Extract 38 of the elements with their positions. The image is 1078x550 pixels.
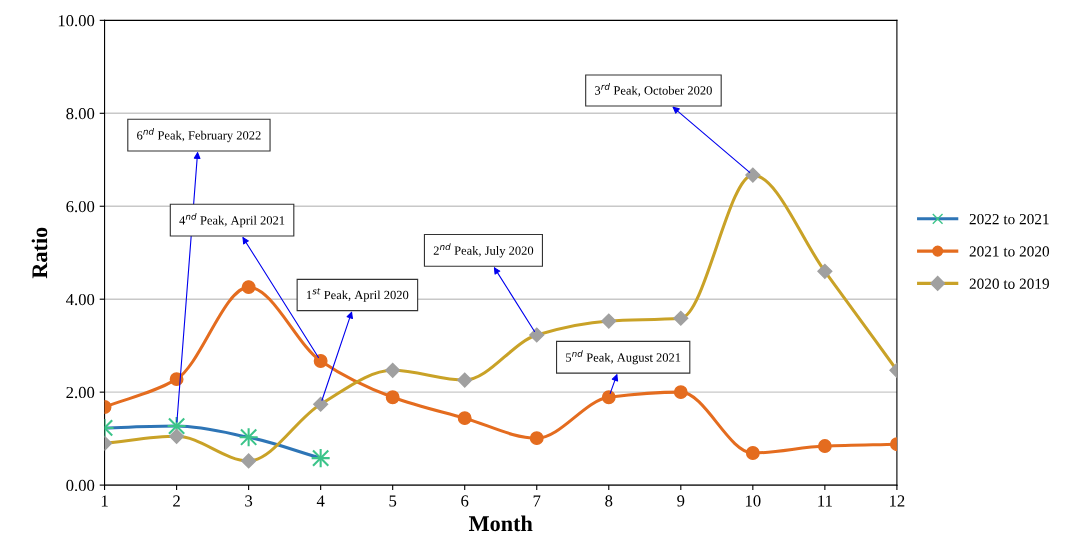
x-tick-label: 1 [101, 495, 108, 507]
y-tick-label: 8.00 [66, 108, 95, 120]
annotation: 3$^{rd}$ Peak, October 2020 [595, 83, 712, 97]
annotation: 1$^{st}$ Peak, April 2020 [306, 288, 409, 302]
point [817, 439, 832, 454]
x-tick-label: 4 [316, 495, 325, 507]
x-tick-label: 5 [389, 495, 397, 507]
legend-label: 2020 to 2019 [969, 278, 1049, 289]
annotation: 2$^{nd}$ Peak, July 2020 [433, 243, 534, 258]
annotation: 5$^{nd}$ Peak, August 2021 [566, 350, 681, 365]
annotation: 6$^{nd}$ Peak, February 2022 [137, 128, 261, 143]
x-tick-label: 6 [461, 495, 469, 507]
legend-label: 2021 to 2020 [969, 246, 1050, 257]
y-tick-label: 10.00 [58, 15, 95, 27]
y-tick-label: 6.00 [66, 200, 95, 213]
point [385, 390, 400, 405]
x-tick-label: 12 [890, 495, 905, 507]
x-tick-label: 2 [173, 495, 180, 507]
point [745, 446, 760, 460]
point [673, 385, 688, 400]
annotation: 4$^{nd}$ Peak, April 2021 [179, 213, 285, 228]
point [457, 411, 472, 426]
x-tick-label: 8 [605, 495, 613, 507]
x-tick-label: 11 [818, 495, 832, 507]
point [529, 431, 544, 446]
point [601, 390, 616, 405]
y-tick-label: 0.00 [66, 479, 95, 492]
point [241, 280, 256, 295]
x-axis-title: Month [469, 515, 533, 532]
x-tick-label: 3 [245, 495, 253, 507]
y-axis-title: Ratio [31, 227, 48, 279]
point [313, 354, 328, 368]
x-tick-label: 7 [533, 495, 541, 507]
y-tick-label: 4.00 [66, 293, 95, 306]
x-tick-label: 9 [677, 495, 685, 507]
y-tick-label: 2.00 [66, 386, 95, 399]
x-tick-label: 10 [745, 495, 761, 507]
legend-label: 2022 to 2021 [969, 214, 1049, 225]
